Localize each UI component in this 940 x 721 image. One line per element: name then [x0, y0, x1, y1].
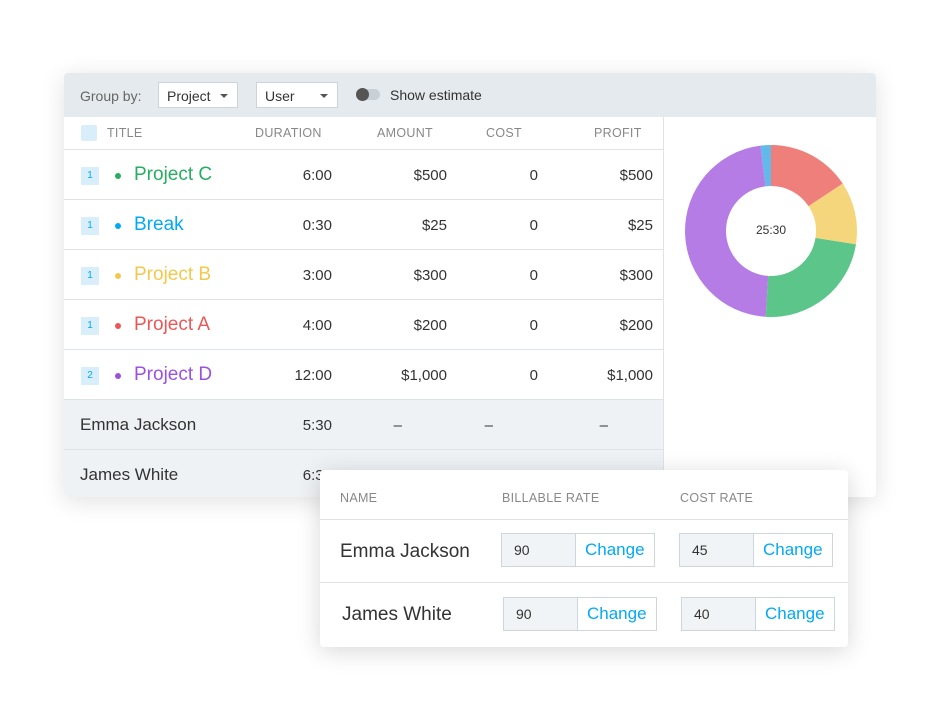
project-title: Project A	[134, 314, 211, 335]
donut-slice	[771, 145, 843, 207]
donut-slice	[760, 145, 771, 187]
group-select[interactable]: Project	[158, 82, 238, 108]
project-title: Project C	[134, 164, 213, 185]
column-header: PROFIT	[594, 126, 642, 140]
cell: 0	[529, 217, 538, 234]
cell: 0	[529, 267, 538, 284]
donut-slice	[765, 237, 856, 317]
cell: $25	[421, 217, 447, 234]
project-title: Project D	[134, 364, 213, 385]
rates-row: Emma Jackson 90 Change 45 Change	[320, 520, 848, 583]
rate-value[interactable]: 45	[680, 534, 754, 566]
column-header: NAME	[340, 491, 378, 505]
cell: $25	[627, 217, 653, 234]
rate-input: 45 Change	[679, 533, 833, 567]
change-button[interactable]: Change	[763, 540, 823, 559]
cell: 0	[529, 317, 538, 334]
count-badge: 2	[81, 367, 99, 385]
table-header: TITLE DURATION AMOUNT COST PROFIT	[64, 117, 663, 150]
rates-header: NAME BILLABLE RATE COST RATE	[320, 470, 848, 520]
cell: 5:30	[302, 417, 332, 434]
cell: $500	[413, 167, 447, 184]
project-title: Break	[134, 214, 184, 235]
rate-input: 90 Change	[501, 533, 655, 567]
color-dot	[115, 323, 121, 329]
column-header: BILLABLE RATE	[502, 491, 600, 505]
donut-center-label: 25:30	[756, 223, 786, 237]
cell: –	[599, 417, 608, 434]
rates-card: NAME BILLABLE RATE COST RATE Emma Jackson 90…	[320, 470, 848, 647]
cell: $500	[619, 167, 653, 184]
project-title: Project B	[134, 264, 212, 285]
cell: 12:00	[294, 367, 332, 384]
cell: $300	[619, 267, 653, 284]
toggle[interactable]	[356, 88, 380, 101]
cell: $200	[619, 317, 653, 334]
report-card: Group by: Project User Show estimate TIT…	[64, 73, 876, 497]
table-row: 2 Project D 12:00 $1,000 0 $1,000	[64, 350, 663, 400]
table-row: 1 Project A 4:00 $200 0 $200	[64, 300, 663, 350]
cell: $1,000	[401, 367, 447, 384]
count-badge: 1	[81, 267, 99, 285]
donut-slice	[808, 183, 857, 245]
color-dot	[115, 373, 121, 379]
cell: 0	[529, 167, 538, 184]
rate-input: 40 Change	[681, 597, 835, 631]
divider	[663, 117, 664, 497]
change-button[interactable]: Change	[587, 604, 647, 623]
rate-value[interactable]: 90	[504, 598, 578, 630]
cell: $1,000	[607, 367, 653, 384]
column-header: COST	[486, 126, 522, 140]
column-header: AMOUNT	[377, 126, 433, 140]
donut-slice	[685, 145, 769, 317]
cell: 0:30	[302, 217, 332, 234]
toolbar: Group by: Project User Show estimate	[64, 73, 876, 117]
user-row: Emma Jackson 5:30 – – –	[64, 400, 663, 450]
cell: $300	[413, 267, 447, 284]
user-name: Emma Jackson	[340, 541, 470, 562]
rate-value[interactable]: 90	[502, 534, 576, 566]
count-badge: 1	[81, 217, 99, 235]
cell: 3:00	[302, 267, 332, 284]
cell: 0	[529, 367, 538, 384]
table-row: 1 Project B 3:00 $300 0 $300	[64, 250, 663, 300]
color-dot	[115, 273, 121, 279]
color-dot	[115, 173, 121, 179]
count-badge: 1	[81, 317, 99, 335]
rate-input: 90 Change	[503, 597, 657, 631]
toggle-label: Show estimate	[390, 87, 482, 103]
column-header: TITLE	[107, 126, 143, 140]
table-row: 1 Break 0:30 $25 0 $25	[64, 200, 663, 250]
table-row: 1 Project C 6:00 $500 0 $500	[64, 150, 663, 200]
collapse-toggle[interactable]	[81, 125, 97, 141]
cell: –	[393, 417, 402, 434]
change-button[interactable]: Change	[585, 540, 645, 559]
change-button[interactable]: Change	[765, 604, 825, 623]
group-by-label: Group by:	[80, 88, 142, 104]
user-name: James White	[342, 604, 452, 625]
count-badge: 1	[81, 167, 99, 185]
rate-value[interactable]: 40	[682, 598, 756, 630]
column-header: DURATION	[255, 126, 322, 140]
user-name: Emma Jackson	[80, 415, 197, 434]
donut-chart: 25:30	[685, 145, 857, 317]
user-name: James White	[80, 465, 179, 484]
group-select[interactable]: User	[256, 82, 338, 108]
cell: –	[484, 417, 493, 434]
color-dot	[115, 223, 121, 229]
cell: 4:00	[302, 317, 332, 334]
cell: 6:00	[302, 167, 332, 184]
cell: $200	[413, 317, 447, 334]
column-header: COST RATE	[680, 491, 754, 505]
table: TITLE DURATION AMOUNT COST PROFIT 1 Project C 6…	[64, 117, 663, 497]
rates-row: James White 90 Change 40 Change	[320, 583, 848, 645]
